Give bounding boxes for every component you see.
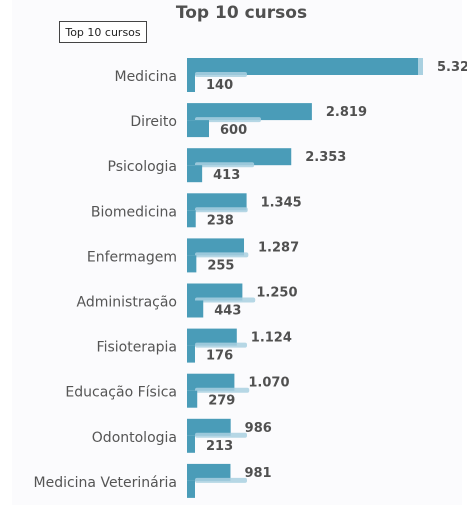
bar-secondary-highlight bbox=[195, 72, 247, 77]
bar-secondary bbox=[187, 300, 204, 318]
value-label-secondary: 238 bbox=[207, 213, 234, 228]
bar-primary bbox=[187, 283, 243, 301]
category-label: Medicina bbox=[114, 69, 177, 85]
bar-primary bbox=[187, 148, 292, 166]
category-label: Direito bbox=[130, 114, 177, 130]
value-label-primary: 981 bbox=[244, 466, 271, 481]
category-label: Administração bbox=[77, 295, 177, 311]
value-label-primary: 1.287 bbox=[258, 240, 299, 255]
value-label-primary: 5.327 bbox=[437, 60, 467, 75]
category-label: Fisioterapia bbox=[97, 340, 177, 356]
value-label-secondary: 140 bbox=[206, 78, 233, 93]
value-label-secondary: 255 bbox=[207, 258, 234, 273]
bar-secondary bbox=[187, 165, 203, 183]
bar-primary bbox=[187, 238, 245, 256]
category-label: Biomedicina bbox=[91, 204, 177, 220]
value-label-secondary: 279 bbox=[208, 394, 235, 409]
value-label-secondary: 413 bbox=[213, 168, 240, 183]
bar-secondary bbox=[187, 120, 209, 138]
bar-secondary-highlight bbox=[195, 117, 261, 123]
bar-secondary-highlight bbox=[195, 342, 247, 348]
bar-primary bbox=[187, 58, 423, 75]
value-label-primary: 2.819 bbox=[326, 105, 367, 120]
value-label-primary: 1.070 bbox=[248, 376, 289, 391]
category-label: Enfermagem bbox=[87, 249, 177, 265]
value-label-secondary: 176 bbox=[206, 349, 233, 364]
bar-primary-highlight bbox=[418, 58, 423, 75]
value-label-primary: 1.124 bbox=[251, 331, 292, 346]
value-label-primary: 1.345 bbox=[261, 195, 302, 210]
legend-label: Top 10 cursos bbox=[65, 25, 141, 39]
bar-secondary bbox=[187, 210, 196, 228]
value-label-primary: 986 bbox=[245, 421, 272, 436]
bar-secondary-highlight bbox=[195, 387, 250, 393]
category-label: Psicologia bbox=[108, 159, 177, 175]
bar-secondary-highlight bbox=[195, 252, 249, 258]
bar-secondary-highlight bbox=[195, 432, 247, 438]
chart-title: Top 10 cursos bbox=[175, 3, 308, 23]
category-label: Educação Física bbox=[65, 385, 177, 401]
bar-primary bbox=[187, 103, 312, 121]
bar-secondary-highlight bbox=[195, 162, 255, 168]
value-label-primary: 1.250 bbox=[256, 286, 297, 301]
bar-primary bbox=[187, 463, 231, 481]
value-label-secondary: 600 bbox=[220, 123, 247, 138]
bar-primary bbox=[187, 193, 247, 211]
bar-primary bbox=[187, 328, 237, 346]
value-label-secondary: 443 bbox=[214, 304, 241, 319]
value-label-secondary: 213 bbox=[206, 439, 233, 454]
bar-secondary bbox=[187, 255, 197, 273]
bar-secondary-highlight bbox=[195, 207, 248, 213]
bar-secondary bbox=[187, 345, 195, 363]
bar-secondary bbox=[187, 75, 195, 92]
bar-secondary-highlight bbox=[195, 297, 256, 303]
bar-secondary-highlight bbox=[195, 477, 247, 483]
bar-secondary bbox=[187, 435, 195, 453]
bar-primary bbox=[187, 418, 231, 436]
bar-primary bbox=[187, 373, 235, 391]
legend-box[interactable]: Top 10 cursos bbox=[59, 21, 147, 43]
category-label: Odontologia bbox=[92, 430, 177, 446]
bar-secondary bbox=[187, 390, 198, 408]
value-label-primary: 2.353 bbox=[305, 150, 346, 165]
bar-secondary bbox=[187, 480, 195, 498]
category-label: Medicina Veterinária bbox=[34, 475, 178, 491]
